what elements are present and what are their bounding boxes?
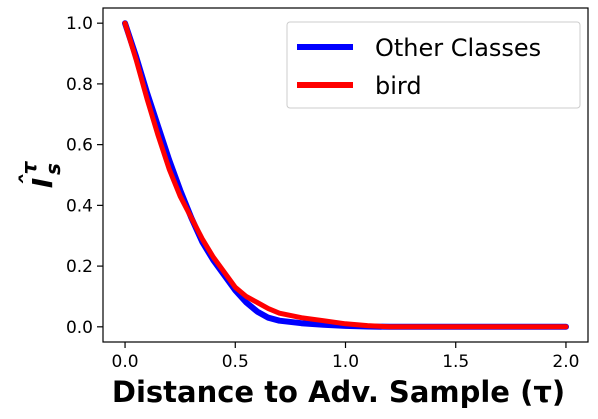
y-axis-label-superscript: τ [17,160,41,174]
y-tick-label: 0.2 [66,257,93,277]
y-axis-label-subscript: s [41,163,65,175]
y-axis-label-base: I [26,178,59,188]
legend-box [286,21,581,109]
y-axis-label: I ˆ s τ [16,160,65,188]
x-tick-label: 0.0 [112,352,139,372]
x-tick-label: 1.5 [442,352,469,372]
legend-label-bird: bird [375,72,422,100]
y-tick-label: 0.4 [66,196,93,216]
y-tick-label: 0.6 [66,136,93,156]
x-tick-label: 1.0 [332,352,359,372]
y-tick-label: 0.0 [66,318,93,338]
x-axis-ticks: 0.0 0.5 1.0 1.5 2.0 [112,342,579,372]
y-tick-label: 1.0 [66,14,93,34]
series-lines [122,20,569,330]
legend-label-other-classes: Other Classes [375,34,541,62]
x-axis-label: Distance to Adv. Sample (τ) [112,375,565,409]
series-line-bird [122,20,569,330]
x-tick-label: 2.0 [552,352,579,372]
x-tick-label: 0.5 [222,352,249,372]
legend: Other Classes bird [286,21,581,109]
y-axis-ticks: 0.0 0.2 0.4 0.6 0.8 1.0 [66,14,103,338]
y-tick-label: 0.8 [66,75,93,95]
y-axis-label-hat: ˆ [16,174,44,186]
